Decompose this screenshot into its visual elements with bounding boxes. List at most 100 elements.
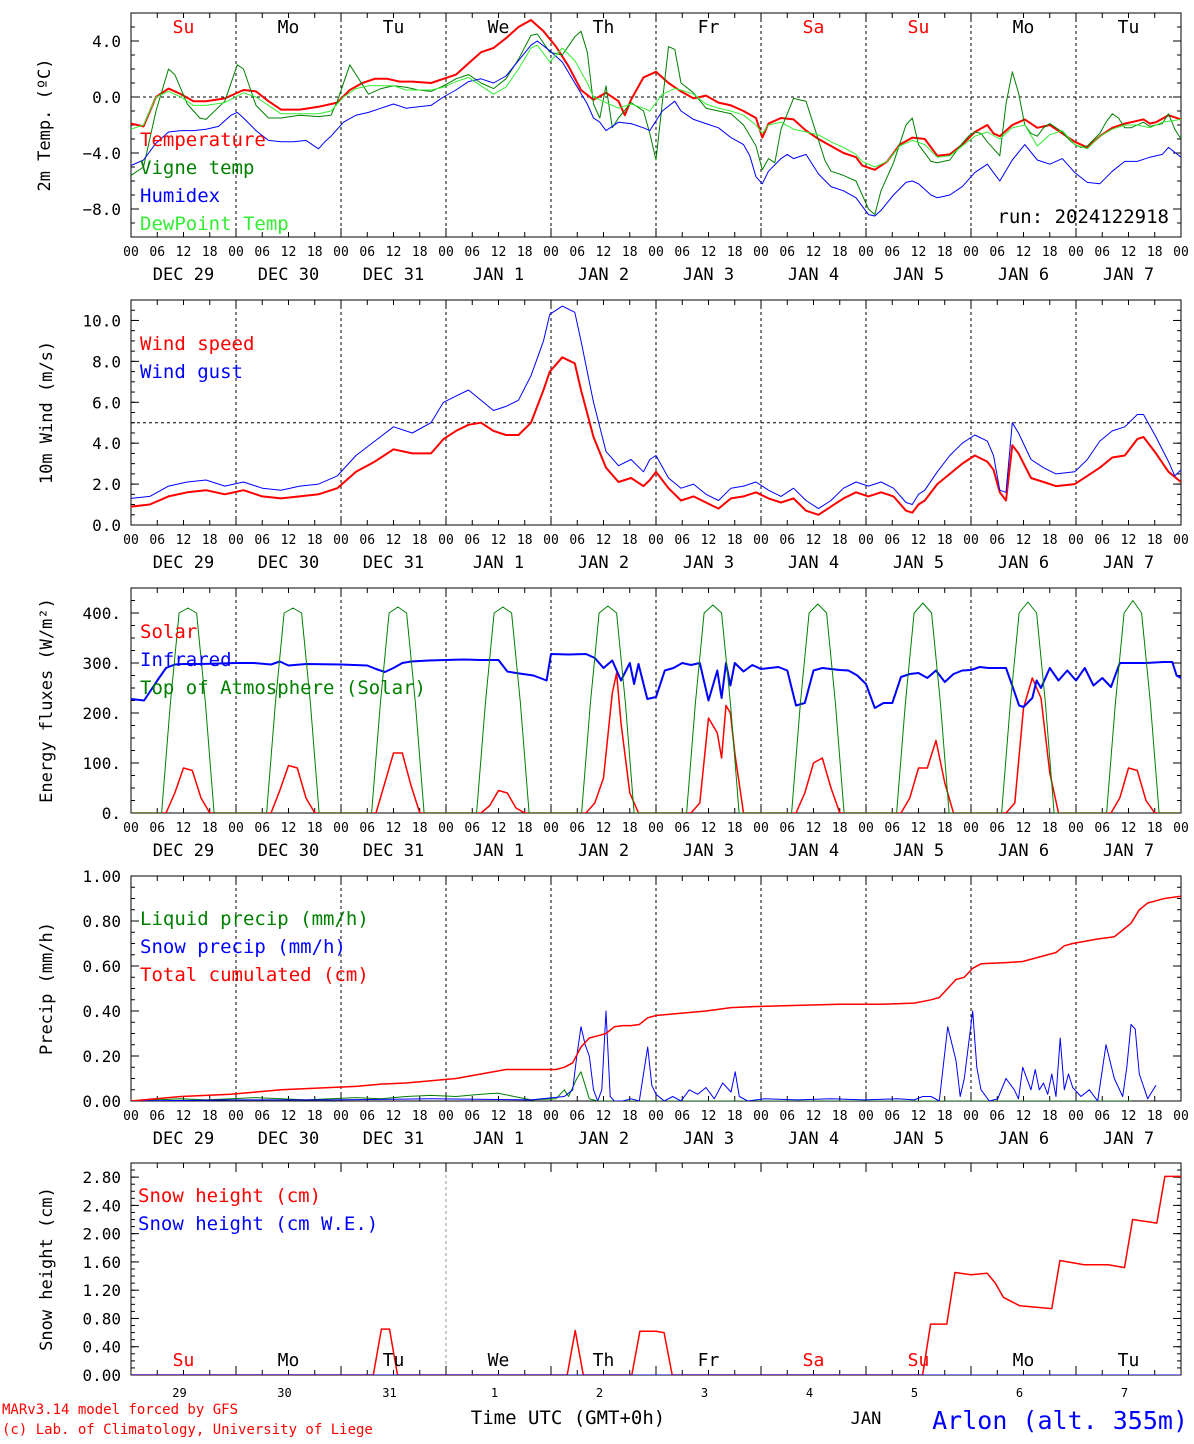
hour-tick-label: 12 [1121,245,1137,260]
hour-tick-label: 00 [753,533,769,548]
hour-tick-label: 00 [1068,245,1084,260]
hour-tick-label: 18 [622,821,638,836]
date-label: DEC 31 [363,553,424,573]
weekday-label: Fr [698,1350,720,1371]
date-label: JAN 6 [998,841,1049,861]
hour-tick-label: 12 [911,821,927,836]
y-tick-label: 0.0 [92,516,121,535]
hour-tick-label: 18 [832,821,848,836]
y-axis-label: 10m Wind (m/s) [37,341,57,484]
panel-5: 0.00 0.40 0.80 1.20 1.60 2.00 2.40 2.80 Snow hei… [37,1162,1182,1400]
hour-tick-label: 18 [1042,533,1058,548]
hour-tick-label: 18 [1147,821,1163,836]
hour-tick-label: 18 [307,245,323,260]
date-label: JAN 7 [1103,1129,1154,1149]
hour-tick-label: 18 [517,821,533,836]
hour-tick-label: 00 [543,533,559,548]
legend-entry: Wind speed [140,333,254,355]
date-label: JAN 3 [683,553,734,573]
hour-tick-label: 06 [989,821,1005,836]
day-number-label: 29 [172,1386,186,1400]
hour-tick-label: 00 [648,245,664,260]
y-tick-label: 1.20 [82,1281,121,1300]
legend-entry: Top of Atmosphere (Solar) [140,677,426,699]
hour-tick-label: 18 [1042,1109,1058,1124]
date-label: DEC 30 [258,1129,319,1149]
date-label: DEC 29 [153,841,214,861]
hour-tick-label: 06 [779,245,795,260]
y-tick-label: 0.40 [82,1002,121,1021]
y-tick-label: 0.00 [82,1366,121,1385]
date-label: JAN 5 [893,841,944,861]
hour-tick-label: 18 [307,533,323,548]
hour-tick-label: 12 [176,245,192,260]
date-label: JAN 2 [578,1129,629,1149]
hour-tick-label: 12 [1016,533,1032,548]
date-label: DEC 30 [258,553,319,573]
y-tick-label: 100. [82,754,121,773]
hour-tick-label: 06 [674,245,690,260]
hour-tick-label: 18 [307,821,323,836]
hour-tick-label: 00 [438,533,454,548]
hour-tick-label: 18 [412,1109,428,1124]
hour-tick-label: 06 [674,533,690,548]
hour-tick-label: 06 [464,821,480,836]
hour-tick-label: 12 [911,1109,927,1124]
run-annotation: run: 2024122918 [997,206,1169,228]
series-line [131,30,1181,216]
legend-entry: Temperature [140,129,266,151]
panel-2: 00 06 12 18 00 06 12 18 00 06 12 18 00 06 12 18 00 06 12 18… [37,299,1189,573]
weekday-label: Tu [383,17,405,38]
weekday-label: Tu [383,1350,405,1371]
hour-tick-label: 00 [438,245,454,260]
day-number-label: 7 [1121,1386,1128,1400]
hour-tick-label: 18 [622,245,638,260]
hour-tick-label: 00 [753,821,769,836]
hour-tick-label: 00 [648,821,664,836]
legend-entry: Liquid precip (mm/h) [140,908,369,930]
hour-tick-label: 00 [123,245,139,260]
day-number-label: 1 [491,1386,498,1400]
hour-tick-label: 12 [701,245,717,260]
legend-entry: Infrared [140,649,232,671]
y-tick-label: 2.80 [82,1168,121,1187]
hour-tick-label: 06 [149,821,165,836]
hour-tick-label: 00 [858,245,874,260]
date-label: JAN 4 [788,1129,839,1149]
hour-tick-label: 00 [333,821,349,836]
date-label: JAN 1 [473,265,524,285]
date-label: JAN 5 [893,553,944,573]
hour-tick-label: 06 [359,533,375,548]
hour-tick-label: 12 [176,821,192,836]
legend-entry: DewPoint Temp [140,213,289,235]
date-label: DEC 31 [363,1129,424,1149]
y-tick-label: 0.80 [82,1309,121,1328]
hour-tick-label: 06 [149,533,165,548]
hour-tick-label: 06 [884,245,900,260]
hour-tick-label: 00 [228,821,244,836]
hour-tick-label: 18 [832,245,848,260]
hour-tick-label: 18 [727,1109,743,1124]
y-tick-label: 2.00 [82,1225,121,1244]
weekday-label: Tu [1118,17,1140,38]
series-line [131,1175,1181,1375]
hour-tick-label: 18 [412,245,428,260]
series-line [131,356,1181,516]
hour-tick-label: 00 [858,1109,874,1124]
hour-tick-label: 06 [1094,245,1110,260]
hour-tick-label: 12 [596,533,612,548]
legend-entry: Snow height (cm) [138,1185,321,1207]
hour-tick-label: 18 [727,821,743,836]
hour-tick-label: 06 [464,533,480,548]
hour-tick-label: 06 [989,245,1005,260]
hour-tick-label: 12 [491,821,507,836]
plot-frame [130,299,1182,526]
weekday-label: Mo [278,1350,300,1371]
hour-tick-label: 00 [543,1109,559,1124]
date-label: JAN 4 [788,265,839,285]
hour-tick-label: 12 [281,245,297,260]
hour-tick-label: 12 [491,245,507,260]
hour-tick-label: 06 [884,533,900,548]
hour-tick-label: 06 [989,1109,1005,1124]
hour-tick-label: 00 [123,1109,139,1124]
